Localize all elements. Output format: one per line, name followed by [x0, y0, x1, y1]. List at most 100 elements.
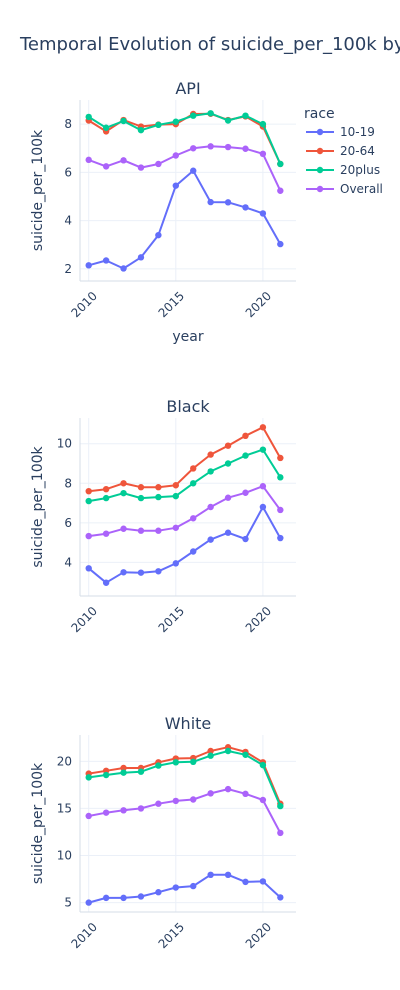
panel-white: White 5 10 15 20 2010 2015 2020 suicide_per_100k	[30, 714, 296, 951]
x-tick-label: 2015	[156, 289, 187, 320]
data-point	[102, 486, 110, 493]
data-point	[85, 532, 92, 540]
data-point	[259, 446, 267, 453]
data-point	[224, 442, 232, 449]
data-point	[207, 503, 214, 511]
data-point	[259, 878, 267, 885]
data-point	[120, 894, 127, 902]
x-tick-label: 2015	[156, 920, 187, 951]
y-tick-label: 20	[57, 754, 72, 768]
series-10-19	[85, 503, 284, 586]
data-point	[85, 113, 92, 121]
data-point	[259, 424, 267, 431]
x-tick-label: 2015	[156, 604, 187, 635]
data-point	[137, 126, 145, 134]
data-point	[259, 150, 267, 158]
data-point	[207, 790, 214, 797]
data-point	[259, 503, 267, 511]
data-point	[224, 871, 232, 879]
data-point	[190, 882, 197, 890]
series-line	[88, 426, 282, 493]
y-tick-label: 10	[57, 437, 72, 451]
data-point	[102, 809, 110, 816]
series-10-19	[85, 871, 284, 906]
subplot-title: API	[175, 79, 200, 98]
data-point	[120, 480, 127, 487]
data-point	[277, 240, 284, 248]
data-point	[102, 163, 110, 170]
y-tick-label: 5	[64, 896, 72, 910]
legend-marker	[316, 166, 324, 174]
data-point	[172, 118, 180, 125]
data-point	[224, 529, 232, 536]
data-point	[224, 747, 232, 755]
legend-label: 20-64	[340, 144, 375, 158]
y-tick-label: 2	[64, 262, 72, 276]
data-point	[137, 805, 145, 812]
y-tick-label: 4	[64, 555, 72, 569]
data-point	[172, 482, 180, 489]
data-point	[190, 167, 197, 174]
series-20-64	[85, 424, 284, 495]
data-point	[242, 751, 249, 758]
data-point	[120, 117, 127, 125]
series-line	[88, 788, 282, 834]
data-point	[242, 878, 249, 886]
data-point	[137, 254, 145, 261]
data-point	[207, 468, 214, 475]
data-point	[207, 536, 214, 543]
legend-label: 10-19	[340, 125, 375, 139]
data-point	[85, 774, 92, 781]
data-point	[190, 515, 197, 522]
data-point	[120, 769, 127, 776]
data-point	[277, 894, 284, 901]
series-line	[88, 873, 281, 904]
series-line	[88, 112, 282, 165]
data-point	[102, 771, 110, 779]
data-point	[120, 525, 127, 532]
legend-marker	[316, 147, 324, 155]
data-point	[242, 432, 249, 439]
y-axis-title: suicide_per_100k	[30, 762, 46, 884]
data-point	[207, 143, 214, 150]
legend-label: Overall	[340, 182, 383, 196]
data-point	[172, 560, 180, 567]
data-point	[85, 812, 92, 820]
data-point	[120, 157, 127, 164]
data-point	[155, 493, 162, 501]
legend-marker	[316, 128, 324, 136]
x-tick-label: 2020	[243, 604, 274, 635]
data-point	[137, 569, 145, 576]
series-overall	[85, 483, 284, 540]
data-point	[172, 492, 180, 500]
data-point	[277, 454, 284, 462]
data-point	[155, 762, 162, 769]
data-point	[242, 112, 249, 119]
data-point	[172, 524, 180, 531]
data-point	[120, 569, 127, 576]
y-tick-label: 15	[57, 801, 72, 815]
y-tick-label: 4	[64, 214, 72, 228]
y-tick-label: 10	[57, 849, 72, 863]
data-point	[242, 204, 249, 211]
series-line	[88, 448, 282, 503]
data-point	[137, 768, 145, 775]
data-point	[277, 829, 284, 837]
data-point	[224, 785, 232, 793]
data-point	[137, 484, 145, 491]
data-point	[207, 451, 214, 458]
data-point	[190, 112, 197, 119]
data-point	[102, 579, 110, 586]
x-tick-label: 2020	[243, 920, 274, 951]
data-point	[155, 160, 162, 168]
data-point	[207, 747, 214, 755]
data-point	[259, 120, 267, 128]
subplot-title: White	[165, 714, 212, 733]
data-point	[85, 156, 92, 164]
data-point	[85, 497, 92, 505]
data-point	[172, 759, 180, 766]
data-point	[120, 807, 127, 814]
data-point	[242, 535, 249, 543]
